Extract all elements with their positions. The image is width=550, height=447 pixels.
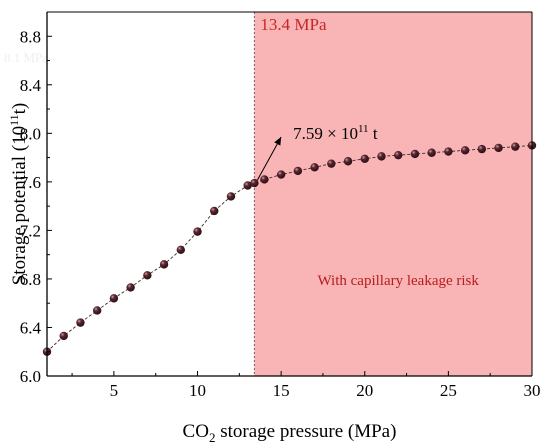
data-point: [410, 149, 420, 159]
data-point: [477, 144, 487, 154]
y-tick-label: 6.0: [20, 367, 41, 386]
data-point: [243, 181, 252, 190]
data-point: [176, 245, 185, 255]
data-point: [143, 271, 152, 280]
data-point: [59, 331, 68, 341]
data-point: [327, 159, 336, 168]
data-point: [193, 227, 202, 236]
x-tick-label: 20: [356, 381, 373, 400]
data-point: [394, 150, 403, 160]
data-point: [260, 175, 269, 184]
x-tick-label: 10: [189, 381, 206, 400]
risk-shaded-region: [254, 12, 532, 376]
data-point: [76, 318, 85, 327]
data-point: [293, 166, 303, 176]
y-axis-label: Storage potential (1011t): [7, 103, 30, 286]
y-tick-label: 8.8: [20, 27, 41, 46]
annotation-label: 7.59 × 1011 t: [293, 123, 378, 143]
data-point: [226, 192, 236, 201]
y-tick-label: 8.4: [20, 76, 42, 95]
data-point: [494, 143, 503, 153]
x-tick-label: 30: [524, 381, 541, 400]
background-faint-label: 8.1 MPa: [4, 50, 48, 65]
data-point: [377, 152, 386, 161]
x-axis-label: CO2 storage pressure (MPa): [183, 421, 397, 445]
data-point: [250, 178, 259, 188]
x-tick-label: 15: [273, 381, 290, 400]
data-point: [427, 148, 436, 157]
data-point: [444, 147, 453, 156]
threshold-label: 13.4 MPa: [260, 15, 327, 34]
data-point: [126, 283, 135, 292]
data-point: [109, 294, 119, 303]
risk-region-label: With capillary leakage risk: [317, 273, 479, 289]
data-point: [276, 170, 286, 179]
annotation-arrowhead: [274, 136, 282, 146]
data-point: [159, 260, 169, 269]
data-point: [92, 306, 102, 315]
data-point: [210, 206, 219, 216]
x-tick-label: 25: [440, 381, 457, 400]
y-tick-label: 7.6: [20, 173, 41, 192]
data-point: [511, 142, 520, 151]
y-tick-label: 6.4: [20, 318, 42, 337]
annotation-arrow: [256, 136, 282, 181]
y-tick-label: 7.2: [20, 221, 41, 240]
y-tick-label: 6.8: [20, 270, 41, 289]
data-point: [460, 146, 470, 155]
x-tick-label: 5: [110, 381, 119, 400]
data-point: [360, 154, 369, 164]
data-point: [310, 163, 319, 172]
y-tick-label: 8.0: [20, 124, 41, 143]
data-point: [343, 157, 353, 166]
